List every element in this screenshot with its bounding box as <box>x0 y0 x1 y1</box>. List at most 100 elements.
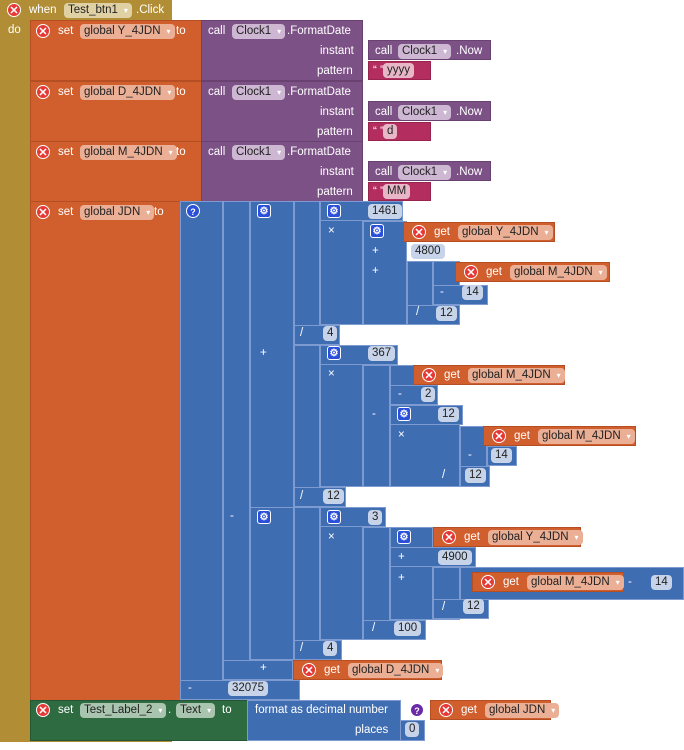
component-dropdown[interactable]: Test_btn1 <box>64 3 132 18</box>
error-icon: ✕ <box>36 85 50 99</box>
math-block[interactable] <box>363 221 407 325</box>
event-block-body[interactable] <box>0 20 30 742</box>
math-block[interactable] <box>320 345 363 487</box>
variable-dropdown[interactable]: global M_4JDN <box>468 368 565 383</box>
number-field[interactable]: 2 <box>421 387 436 402</box>
component-dropdown[interactable]: Clock1 <box>398 44 452 59</box>
help-question-icon: ? <box>410 703 424 717</box>
operator-plus: + <box>260 347 267 359</box>
gear-mutator-icon: ⚙ <box>370 224 384 238</box>
keyword-label: get <box>444 369 460 381</box>
operator-minus: - <box>468 449 472 461</box>
gear-mutator-icon: ⚙ <box>327 346 341 360</box>
math-block[interactable] <box>294 345 320 507</box>
error-icon: ✕ <box>36 703 50 717</box>
operator-divide: / <box>300 490 304 502</box>
math-block[interactable] <box>223 201 250 680</box>
math-block[interactable] <box>363 365 390 487</box>
keyword-label: to <box>176 86 186 98</box>
variable-dropdown[interactable]: global Y_4JDN <box>488 530 583 545</box>
number-field[interactable]: 14 <box>651 575 672 590</box>
error-icon: ✕ <box>302 663 316 677</box>
number-field[interactable]: 12 <box>465 468 486 483</box>
keyword-label: . <box>168 704 172 716</box>
keyword-label: set <box>58 206 74 218</box>
number-field[interactable]: 14 <box>462 285 483 300</box>
error-icon: ✕ <box>36 24 50 38</box>
variable-dropdown[interactable]: global D_4JDN <box>80 85 176 100</box>
component-dropdown[interactable]: Clock1 <box>398 105 452 120</box>
keyword-label: .FormatDate <box>287 86 351 98</box>
math-block[interactable] <box>294 201 320 346</box>
format-decimal-block[interactable] <box>247 700 401 741</box>
text-value[interactable]: d <box>383 124 398 139</box>
keyword-label: .Now <box>456 166 483 178</box>
math-block[interactable] <box>223 660 293 680</box>
number-field[interactable]: 1461 <box>368 204 402 219</box>
math-block[interactable] <box>180 201 223 700</box>
operator-minus: - <box>372 408 376 420</box>
component-dropdown[interactable]: Clock1 <box>398 165 452 180</box>
variable-dropdown[interactable]: global Y_4JDN <box>458 225 553 240</box>
math-block[interactable] <box>250 507 294 660</box>
error-icon: ✕ <box>481 575 495 589</box>
keyword-label: places <box>355 724 389 736</box>
operator-divide: / <box>442 469 446 481</box>
variable-dropdown[interactable]: global D_4JDN <box>348 663 444 678</box>
text-value[interactable]: yyyy <box>383 63 414 78</box>
error-icon: ✕ <box>439 703 453 717</box>
number-field[interactable]: 3 <box>368 510 383 525</box>
keyword-label: get <box>464 531 480 543</box>
keyword-label: format as decimal number <box>255 704 388 716</box>
number-field[interactable]: 32075 <box>228 681 268 696</box>
variable-dropdown[interactable]: global JDN <box>485 703 560 718</box>
error-icon: ✕ <box>422 368 436 382</box>
number-field[interactable]: 0 <box>405 722 420 737</box>
keyword-label: do <box>8 24 21 36</box>
keyword-label: to <box>222 704 232 716</box>
component-dropdown[interactable]: Test_Label_2 <box>80 703 167 718</box>
number-field[interactable]: 100 <box>394 621 422 636</box>
number-field[interactable]: 4 <box>323 641 338 656</box>
keyword-label: instant <box>320 45 354 57</box>
component-dropdown[interactable]: Clock1 <box>232 85 286 100</box>
operator-minus: - <box>440 286 444 298</box>
keyword-label: call <box>208 86 226 98</box>
variable-dropdown[interactable]: global JDN <box>80 205 155 220</box>
property-dropdown[interactable]: Text <box>176 703 216 718</box>
mutator-question-icon: ? <box>186 204 200 218</box>
gear-mutator-icon: ⚙ <box>257 204 271 218</box>
number-field[interactable]: 4 <box>323 326 338 341</box>
keyword-label: .FormatDate <box>287 146 351 158</box>
component-dropdown[interactable]: Clock1 <box>232 145 286 160</box>
text-value[interactable]: MM <box>383 184 411 199</box>
variable-dropdown[interactable]: global M_4JDN <box>510 265 607 280</box>
keyword-label: get <box>434 226 450 238</box>
math-block[interactable] <box>320 507 363 640</box>
error-icon: ✕ <box>412 225 426 239</box>
keyword-label: call <box>375 106 393 118</box>
variable-dropdown[interactable]: global M_4JDN <box>80 145 177 160</box>
variable-dropdown[interactable]: global M_4JDN <box>538 429 635 444</box>
number-field[interactable]: 12 <box>438 407 459 422</box>
number-field[interactable]: 12 <box>463 599 484 614</box>
number-field[interactable]: 12 <box>436 306 457 321</box>
number-field[interactable]: 4900 <box>438 550 472 565</box>
variable-dropdown[interactable]: global Y_4JDN <box>80 24 175 39</box>
variable-dropdown[interactable]: global M_4JDN <box>527 575 624 590</box>
number-field[interactable]: 12 <box>323 489 344 504</box>
quote: “ ” <box>373 65 384 77</box>
component-dropdown[interactable]: Clock1 <box>232 24 286 39</box>
number-field[interactable]: 14 <box>491 448 512 463</box>
gear-mutator-icon: ⚙ <box>327 204 341 218</box>
number-field[interactable]: 367 <box>368 346 396 361</box>
keyword-label: get <box>514 430 530 442</box>
number-field[interactable]: 4800 <box>411 244 445 259</box>
set-variable-block[interactable] <box>30 201 181 701</box>
math-block[interactable] <box>320 201 363 325</box>
keyword-label: call <box>208 146 226 158</box>
keyword-label: .Now <box>456 106 483 118</box>
quote: “ ” <box>373 126 384 138</box>
math-block[interactable] <box>294 507 320 660</box>
